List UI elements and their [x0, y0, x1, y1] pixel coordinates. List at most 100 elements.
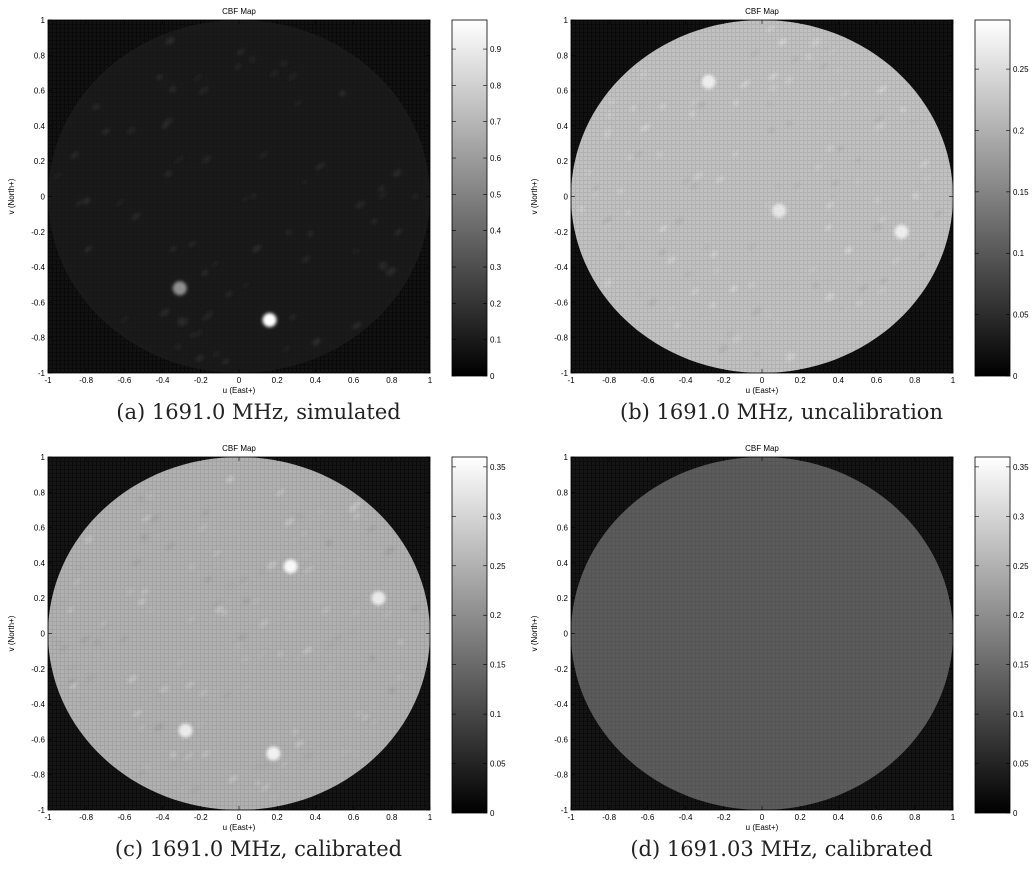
x-tick-label: -0.4 — [679, 813, 693, 822]
colorbar-tick-label: 0.25 — [1013, 562, 1029, 571]
y-tick-label: 0.6 — [557, 524, 569, 533]
colorbar — [974, 19, 1011, 377]
y-tick-label: -0.6 — [31, 735, 45, 744]
y-tick-label: -0.2 — [31, 228, 45, 237]
source-point-core — [897, 228, 905, 236]
colorbar-tick-label: 0.35 — [1013, 463, 1029, 472]
y-tick-label: 1 — [564, 453, 569, 462]
colorbar-tick-label: 0.1 — [1013, 710, 1025, 719]
x-tick-label: -0.6 — [641, 813, 655, 822]
x-tick-label: 1 — [428, 376, 433, 385]
y-tick-label: -0.8 — [554, 334, 568, 343]
x-tick-label: 0.4 — [833, 813, 845, 822]
y-tick-label: 0.8 — [34, 488, 46, 497]
y-tick-label: 0.4 — [34, 122, 46, 131]
colorbar-tick-label: 0.15 — [490, 661, 506, 670]
y-tick-label: 0.8 — [557, 51, 569, 60]
source-point-core — [176, 284, 184, 292]
y-tick-label: -1 — [38, 369, 46, 378]
x-tick-label: -0.2 — [194, 813, 208, 822]
y-axis-label: v (North+) — [530, 615, 539, 651]
plot-area — [571, 457, 953, 810]
caption-b: (b) 1691.0 MHz, uncalibration — [620, 400, 943, 424]
colorbar-tick-label: 0.35 — [490, 463, 506, 472]
source-point-core — [374, 594, 382, 602]
x-tick-label: 0.8 — [386, 376, 398, 385]
y-tick-label: 0 — [41, 193, 46, 202]
caption-c: (c) 1691.0 MHz, calibrated — [114, 837, 403, 861]
colorbar-tick-label: 0.05 — [490, 760, 506, 769]
x-tick-label: -1 — [567, 813, 575, 822]
x-tick-label: -0.8 — [602, 813, 616, 822]
x-tick-label: 0 — [760, 376, 765, 385]
colorbar — [974, 456, 1011, 814]
y-tick-label: 0 — [41, 630, 46, 639]
chart-title: CBF Map — [745, 7, 779, 16]
colorbar-tick-label: 0.2 — [1013, 126, 1025, 135]
colorbar-tick-label: 0 — [490, 372, 495, 381]
colorbar-tick-label: 0.1 — [1013, 249, 1025, 258]
y-tick-label: 0.6 — [34, 524, 46, 533]
colorbar-tick-label: 0.25 — [490, 562, 506, 571]
heatmap-chart-b: CBF Map -1 -0.8 -0.6 -0.4 -0.2 0 0.2 0.4 0.6 0.8 1 -… — [530, 7, 1029, 395]
colorbar-tick-label: 0.15 — [1013, 188, 1029, 197]
x-axis-label: u (East+) — [223, 823, 256, 832]
colorbar-tick-label: 0.2 — [490, 611, 502, 620]
x-tick-label: 0.6 — [871, 376, 883, 385]
source-point-core — [269, 750, 277, 758]
plot-area — [48, 457, 430, 810]
x-tick-label: 0.2 — [795, 813, 807, 822]
colorbar-tick-label: 0.15 — [1013, 661, 1029, 670]
y-tick-label: 0 — [564, 630, 569, 639]
y-tick-label: -0.2 — [31, 665, 45, 674]
x-tick-label: 1 — [951, 813, 956, 822]
source-point-core — [182, 727, 190, 735]
disk-grid — [571, 20, 953, 373]
colorbar-tick-label: 0.4 — [490, 227, 502, 236]
y-tick-label: -0.2 — [554, 228, 568, 237]
plot-area — [48, 20, 430, 373]
x-tick-label: 0.2 — [272, 813, 284, 822]
colorbar-tick-label: 0.2 — [490, 299, 502, 308]
x-axis-label: u (East+) — [746, 823, 779, 832]
y-tick-label: -0.4 — [31, 700, 45, 709]
x-tick-label: 0 — [760, 813, 765, 822]
y-tick-label: -0.4 — [31, 263, 45, 272]
colorbar-tick-label: 0 — [1013, 809, 1018, 818]
x-tick-label: 0.6 — [348, 376, 360, 385]
y-tick-label: 1 — [564, 16, 569, 25]
x-axis-label: u (East+) — [223, 386, 256, 395]
y-tick-label: 0.6 — [34, 87, 46, 96]
x-tick-label: 0.6 — [871, 813, 883, 822]
x-tick-label: 1 — [428, 813, 433, 822]
x-tick-label: -0.2 — [717, 813, 731, 822]
colorbar-tick-label: 0.05 — [1013, 760, 1029, 769]
y-tick-label: 0.4 — [557, 122, 569, 131]
colorbar-tick-label: 0.25 — [1013, 65, 1029, 74]
y-tick-label: -0.6 — [554, 735, 568, 744]
y-tick-label: -0.6 — [554, 298, 568, 307]
chart-title: CBF Map — [222, 7, 256, 16]
disk-grid — [571, 457, 953, 810]
x-tick-label: -0.4 — [156, 813, 170, 822]
colorbar-tick-label: 0 — [1013, 372, 1018, 381]
colorbar-tick-label: 0.8 — [490, 81, 502, 90]
caption-d: (d) 1691.03 MHz, calibrated — [630, 837, 933, 861]
x-tick-label: 0.4 — [310, 376, 322, 385]
y-tick-label: 0.4 — [557, 559, 569, 568]
y-tick-label: 0.2 — [557, 157, 569, 166]
y-tick-label: 0.2 — [557, 594, 569, 603]
x-tick-label: 0.4 — [833, 376, 845, 385]
y-tick-label: 0.6 — [557, 87, 569, 96]
colorbar-tick-label: 0.9 — [490, 45, 502, 54]
y-tick-label: -1 — [561, 806, 569, 815]
x-tick-label: -1 — [567, 376, 575, 385]
y-tick-label: 0.2 — [34, 594, 46, 603]
plot-area — [571, 20, 953, 373]
x-tick-label: -0.2 — [194, 376, 208, 385]
x-tick-label: 1 — [951, 376, 956, 385]
x-tick-label: 0.8 — [909, 813, 921, 822]
y-tick-label: -0.8 — [554, 771, 568, 780]
colorbar-tick-label: 0.5 — [490, 190, 502, 199]
colorbar-tick-label: 0.6 — [490, 154, 502, 163]
